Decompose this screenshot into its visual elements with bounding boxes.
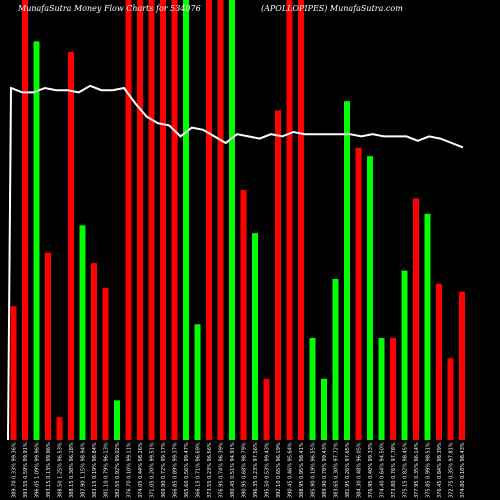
- x-tick-label-32: 376.95 0.40% 99.33%: [368, 442, 374, 498]
- x-tick-label-2: 393.55 0.59% 99.91%: [23, 442, 29, 498]
- bar-11: [125, 0, 132, 440]
- x-tick-label-30: 381.95 0.26% 97.65%: [345, 442, 351, 498]
- bar-8: [91, 263, 97, 440]
- bar-13: [148, 0, 155, 440]
- bar-35: [401, 270, 408, 440]
- x-tick-label-6: 388.15 0.38% 96.18%: [69, 442, 75, 498]
- bar-4: [45, 252, 51, 440]
- x-tick-label-17: 366.15 0.71% 96.69%: [196, 442, 202, 498]
- x-tick-label-31: 384.30 0.48% 96.05%: [357, 442, 363, 498]
- bar-14: [160, 0, 166, 440]
- x-tick-label-20: 380.45 0.51% 94.91%: [230, 442, 236, 498]
- chart-ticker: (APOLLOPIPES) MunafaSutra.com: [261, 4, 403, 13]
- x-tick-label-23: 395.50 0.53% 99.43%: [265, 442, 271, 498]
- bar-34: [390, 337, 396, 440]
- bar-7: [79, 225, 86, 440]
- x-tick-label-22: 396.35 0.23% 97.56%: [253, 442, 259, 498]
- chart-title: MunafaSutra Money Flow Charts for 534076: [18, 4, 201, 13]
- x-tick-label-18: 373.55 0.23% 96.56%: [207, 442, 213, 498]
- bar-36: [413, 198, 419, 440]
- x-tick-label-38: 376.45 0.84% 98.39%: [437, 442, 443, 498]
- bar-1: [10, 306, 17, 440]
- bar-40: [459, 291, 465, 440]
- bar-19: [217, 0, 224, 440]
- x-tick-label-27: 385.90 0.19% 96.55%: [311, 442, 317, 498]
- bar-2: [22, 0, 28, 440]
- x-tick-label-12: 374.05 0.44% 98.26%: [138, 442, 144, 498]
- bar-31: [355, 147, 362, 441]
- bar-5: [56, 417, 63, 440]
- bar-16: [183, 0, 189, 440]
- bar-20: [229, 0, 235, 440]
- bar-17: [194, 324, 201, 440]
- x-tick-label-34: 373.80 0.76% 97.78%: [391, 442, 397, 498]
- money-flow-line: [7, 84, 464, 441]
- bar-27: [309, 337, 316, 440]
- bar-28: [321, 378, 327, 440]
- bar-25: [286, 0, 293, 440]
- x-tick-label-28: 389.90 0.78% 99.43%: [322, 442, 328, 498]
- bar-21: [240, 190, 247, 440]
- x-tick-label-25: 390.45 0.46% 95.64%: [288, 442, 294, 498]
- x-tick-label-1: 389.70 0.33% 99.36%: [12, 442, 18, 498]
- bar-6: [68, 51, 74, 441]
- bar-18: [206, 0, 212, 440]
- x-tick-label-14: 369.90 0.72% 99.17%: [161, 442, 167, 498]
- x-tick-label-4: 393.15 0.13% 99.96%: [46, 442, 52, 498]
- bar-33: [378, 337, 385, 440]
- x-tick-label-16: 365.60 0.56% 99.47%: [184, 442, 190, 498]
- x-tick-label-21: 390.95 0.68% 98.79%: [242, 442, 248, 498]
- bar-26: [298, 0, 304, 440]
- bar-29: [332, 279, 339, 440]
- bar-22: [252, 233, 258, 440]
- chart-title-area: MunafaSutra Money Flow Charts for 534076…: [18, 4, 403, 13]
- bar-10: [114, 400, 120, 440]
- x-tick-label-33: 374.40 0.64% 94.50%: [380, 442, 386, 498]
- bar-37: [424, 213, 431, 440]
- x-tick-label-29: 383.65 0.30% 97.72%: [334, 442, 340, 498]
- bar-30: [344, 101, 350, 440]
- x-tick-label-5: 388.50 1.25% 96.53%: [58, 442, 64, 498]
- x-tick-labels: 389.70 0.33% 99.36% 393.55 0.59% 99.91% 39…: [12, 442, 467, 498]
- x-tick-label-37: 375.85 0.99% 98.51%: [426, 442, 432, 498]
- x-tick-label-3: 396.05 1.09% 99.96%: [35, 442, 41, 498]
- bar-3: [33, 41, 40, 441]
- x-tick-label-15: 366.85 0.89% 99.37%: [173, 442, 179, 498]
- bar-24: [275, 110, 281, 441]
- x-tick-label-24: 392.10 0.65% 96.19%: [276, 442, 282, 498]
- x-tick-label-9: 381.10 0.79% 96.13%: [104, 442, 110, 498]
- x-tick-label-36: 377.95 0.35% 96.14%: [414, 442, 420, 498]
- x-tick-label-8: 383.15 0.19% 98.84%: [92, 442, 98, 498]
- bar-15: [171, 0, 178, 440]
- bar-12: [137, 0, 143, 440]
- x-tick-label-35: 375.15 0.82% 98.45%: [403, 442, 409, 498]
- x-tick-label-7: 387.90 1.15% 98.94%: [81, 442, 87, 498]
- x-tick-label-19: 376.95 0.74% 96.39%: [219, 442, 225, 498]
- bar-23: [263, 378, 270, 440]
- bars-layer: [10, 0, 465, 441]
- x-tick-label-11: 376.70 0.10% 99.11%: [127, 442, 133, 498]
- x-tick-label-39: 372.75 0.35% 97.81%: [449, 442, 455, 498]
- x-tick-label-26: 388.95 0.95% 98.41%: [299, 442, 305, 498]
- x-tick-label-13: 371.05 0.20% 99.51%: [150, 442, 156, 498]
- x-tick-label-10: 382.55 0.92% 99.02%: [115, 442, 121, 498]
- x-tick-label-40: 374.80 0.18% 98.43%: [460, 442, 466, 498]
- bar-39: [447, 358, 454, 440]
- bar-9: [102, 287, 109, 440]
- bar-32: [367, 156, 373, 440]
- bar-38: [436, 283, 442, 440]
